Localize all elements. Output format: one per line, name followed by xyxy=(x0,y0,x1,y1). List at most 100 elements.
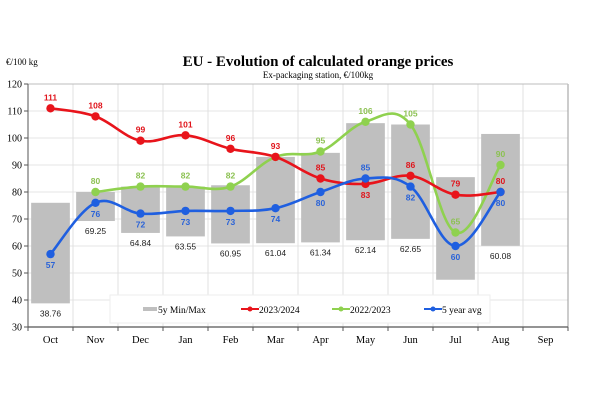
y-tick-label: 40 xyxy=(12,296,22,307)
point-5-year-avg xyxy=(406,182,415,191)
point-2023-2024 xyxy=(451,190,460,199)
point-2022-2023 xyxy=(181,182,190,191)
min-label: 64.84 xyxy=(130,238,152,248)
data-label-2022-2023: 80 xyxy=(91,176,101,186)
point-2022-2023 xyxy=(406,120,415,129)
data-label-2022-2023: 90 xyxy=(496,149,506,159)
point-2022-2023 xyxy=(136,182,145,191)
data-label-2022-2023: 106 xyxy=(358,106,372,116)
x-tick-label: Jul xyxy=(449,335,461,346)
x-tick-label: Mar xyxy=(267,335,285,346)
legend: 5y Min/Max 2023/2024 2022/2023 5 year av… xyxy=(109,294,491,324)
point-2023-2024 xyxy=(136,136,145,145)
y-axis-unit: €/100 kg xyxy=(6,57,38,67)
point-2022-2023 xyxy=(226,182,235,191)
x-tick-label: Apr xyxy=(312,335,329,346)
point-2023-2024 xyxy=(46,104,55,113)
y-tick-label: 70 xyxy=(12,215,22,226)
legend-label-range: 5y Min/Max xyxy=(158,306,206,316)
x-tick-label: Jun xyxy=(403,335,418,346)
data-label-2023-2024: 86 xyxy=(406,160,416,170)
data-label-2023-2024: 85 xyxy=(316,163,326,173)
point-5-year-avg xyxy=(226,206,235,216)
data-label-5-year-avg: 73 xyxy=(181,217,191,227)
x-tick-label: May xyxy=(356,335,376,346)
point-5-year-avg xyxy=(496,187,505,197)
data-labels: 80 82 82 82 95 106 105 65 90 111 108 99 101 96 93 85 83 8… xyxy=(44,92,506,270)
data-label-2022-2023: 82 xyxy=(136,171,146,181)
y-tick-label: 110 xyxy=(7,107,22,118)
min-label: 60.95 xyxy=(220,248,242,258)
x-tick-label: Jan xyxy=(179,335,194,346)
point-2022-2023 xyxy=(316,147,325,156)
data-label-2023-2024: 96 xyxy=(226,133,236,143)
x-tick-label: Nov xyxy=(86,335,105,346)
data-label-5-year-avg: 72 xyxy=(136,220,146,230)
y-tick-label: 120 xyxy=(7,80,22,91)
data-label-2022-2023: 105 xyxy=(403,109,417,119)
data-label-2023-2024: 83 xyxy=(361,190,371,200)
data-label-5-year-avg: 73 xyxy=(226,217,236,227)
series-points xyxy=(46,104,505,259)
min-label: 62.65 xyxy=(400,244,422,254)
data-label-2022-2023: 82 xyxy=(226,171,236,181)
min-label: 61.34 xyxy=(310,247,332,257)
point-2023-2024 xyxy=(316,174,325,183)
data-label-5-year-avg: 85 xyxy=(361,163,371,173)
point-2023-2024 xyxy=(406,171,415,180)
data-label-2022-2023: 65 xyxy=(451,217,461,227)
x-tick-label: Aug xyxy=(491,335,510,346)
x-tick-labels: Oct Nov Dec Jan Feb Mar Apr May Jun Jul Aug Sep xyxy=(43,335,553,346)
data-label-5-year-avg: 80 xyxy=(496,198,506,208)
data-label-5-year-avg: 82 xyxy=(406,193,416,203)
point-2023-2024 xyxy=(91,112,100,121)
data-label-2023-2024: 101 xyxy=(178,119,192,129)
y-tick-label: 100 xyxy=(7,134,22,145)
data-label-5-year-avg: 80 xyxy=(316,198,326,208)
data-label-2022-2023: 82 xyxy=(181,171,191,181)
legend-marker-2023-2024 xyxy=(247,306,253,312)
point-5-year-avg xyxy=(136,209,145,218)
point-5-year-avg xyxy=(181,206,190,216)
x-tick-label: Dec xyxy=(132,335,149,346)
min-label: 60.08 xyxy=(490,251,512,261)
legend-swatch-range xyxy=(143,307,157,311)
data-label-5-year-avg: 74 xyxy=(271,214,281,224)
legend-item-2023-2024: 2023/2024 xyxy=(241,306,300,316)
legend-marker-2022-2023 xyxy=(338,306,344,312)
legend-item-range: 5y Min/Max xyxy=(143,306,206,316)
legend-label-2022-2023: 2022/2023 xyxy=(350,306,391,316)
axes xyxy=(24,83,569,331)
point-2023-2024 xyxy=(226,144,235,153)
range-bar xyxy=(391,124,430,239)
min-labels: 38.76 69.25 64.84 63.55 60.95 61.04 61.34 62.14… xyxy=(40,226,512,318)
point-5-year-avg xyxy=(271,204,280,213)
point-2022-2023 xyxy=(451,228,460,237)
min-label: 69.25 xyxy=(85,226,107,236)
point-5-year-avg xyxy=(46,249,55,259)
point-2022-2023 xyxy=(361,117,370,127)
legend-marker-5-year-avg xyxy=(430,306,436,312)
y-tick-label: 80 xyxy=(12,188,22,199)
data-label-5-year-avg: 57 xyxy=(46,260,56,270)
y-tick-labels: 30 40 50 60 70 80 90 100 110 120 xyxy=(7,80,22,334)
gridlines xyxy=(28,83,569,327)
data-label-2023-2024: 99 xyxy=(136,125,146,135)
point-5-year-avg xyxy=(451,241,460,251)
data-label-5-year-avg: 76 xyxy=(91,209,101,219)
point-2022-2023 xyxy=(496,160,505,170)
legend-item-2022-2023: 2022/2023 xyxy=(332,306,391,316)
data-label-5-year-avg: 60 xyxy=(451,252,461,262)
y-tick-label: 60 xyxy=(12,242,22,253)
point-5-year-avg xyxy=(361,174,370,183)
point-2022-2023 xyxy=(91,187,100,197)
legend-label-2023-2024: 2023/2024 xyxy=(259,306,300,316)
range-bar xyxy=(256,156,295,244)
x-tick-label: Oct xyxy=(43,335,58,346)
legend-item-5-year-avg: 5 year avg xyxy=(424,306,482,316)
point-2023-2024 xyxy=(181,131,190,140)
y-tick-label: 30 xyxy=(12,323,22,334)
point-5-year-avg xyxy=(91,198,100,207)
point-2023-2024 xyxy=(271,152,280,162)
